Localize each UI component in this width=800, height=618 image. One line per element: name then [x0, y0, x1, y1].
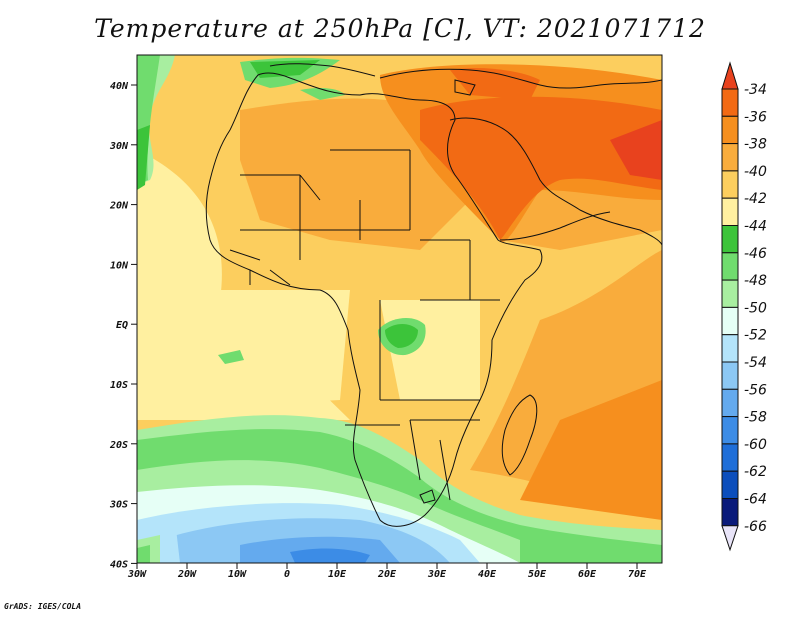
lon-tick-label: 20E	[377, 569, 397, 580]
colorbar-segment	[721, 225, 739, 254]
lat-tick-label: 20N	[109, 201, 129, 212]
colorbar-segment	[721, 279, 739, 308]
lon-tick-label: 60E	[578, 569, 597, 580]
lon-tick-label: 50E	[528, 569, 547, 580]
lat-tick-label: 10N	[110, 260, 129, 271]
lon-tick-label: 20W	[177, 569, 197, 580]
colorbar-label: -52	[744, 328, 767, 344]
lat-tick-label: 40S	[110, 559, 128, 570]
colorbar-label: -36	[744, 109, 767, 125]
colorbar-segment	[721, 252, 739, 281]
colorbar-segment	[721, 334, 739, 363]
colorbar-segment	[721, 170, 739, 199]
colorbar-label: -34	[744, 82, 767, 98]
lat-tick-label: 30N	[109, 141, 129, 152]
colorbar-segment	[721, 443, 739, 472]
colorbar-label: -64	[744, 492, 767, 508]
map-title: Temperature at 250hPa [C], VT: 202107171…	[94, 14, 706, 43]
colorbar-label: -54	[744, 355, 767, 371]
lat-tick-label: EQ	[116, 320, 128, 331]
colorbar-label: -60	[744, 437, 767, 453]
colorbar-segment	[721, 361, 739, 390]
lon-tick-label: 40E	[478, 569, 497, 580]
colorbar-label: -46	[744, 246, 767, 262]
lon-tick-label: 10E	[328, 569, 347, 580]
coastlines	[205, 63, 662, 527]
colorbar-segment	[721, 115, 739, 145]
colorbar-top-arrow	[721, 61, 739, 90]
colorbar-label: -42	[744, 191, 767, 207]
colorbar-label: -40	[744, 164, 767, 180]
colorbar-label: -66	[744, 519, 767, 535]
colorbar-segment	[721, 388, 739, 418]
lat-tick-label: 10S	[110, 380, 128, 391]
colorbar-segment	[721, 470, 739, 500]
colorbar-bottom-arrow	[721, 525, 739, 552]
latitude-axis: 40N 30N 20N 10N EQ 10S 20S 30S 40S	[109, 81, 137, 570]
lat-tick-label: 30S	[109, 500, 128, 511]
colorbar-label: -48	[744, 273, 767, 289]
lon-tick-label: 30W	[127, 569, 147, 580]
lon-tick-label: 10W	[228, 569, 247, 580]
colorbar-label: -58	[744, 410, 767, 426]
colorbar-label: -38	[744, 137, 767, 153]
plot-frame	[136, 54, 663, 564]
lon-tick-label: 70E	[628, 569, 647, 580]
colorbar-segment	[721, 416, 739, 445]
lat-tick-label: 40N	[110, 81, 129, 92]
colorbar-segment	[721, 197, 739, 226]
colorbar-segment	[721, 306, 739, 336]
colorbar-segment	[721, 88, 739, 117]
temperature-field	[137, 55, 662, 563]
lon-tick-label: 30E	[427, 569, 447, 580]
lon-tick-label: 0	[284, 569, 290, 580]
colorbar-label: -62	[744, 464, 767, 480]
colorbar-label: -56	[744, 382, 767, 398]
colorbar-label: -44	[744, 219, 767, 235]
colorbar-segment	[721, 498, 739, 527]
lat-tick-label: 20S	[109, 440, 128, 451]
colorbar-segment	[721, 143, 739, 172]
credit-text: GrADS: IGES/COLA	[4, 602, 82, 611]
colorbar: -34 -36 -38 -40 -42 -44 -46 -48 -50 -52 -54 -56 -58 -…	[721, 61, 767, 552]
colorbar-label: -50	[744, 300, 767, 316]
longitude-axis: 30W 20W 10W 0 10E 20E 30E 40E 50E 60E 70E	[127, 563, 647, 580]
